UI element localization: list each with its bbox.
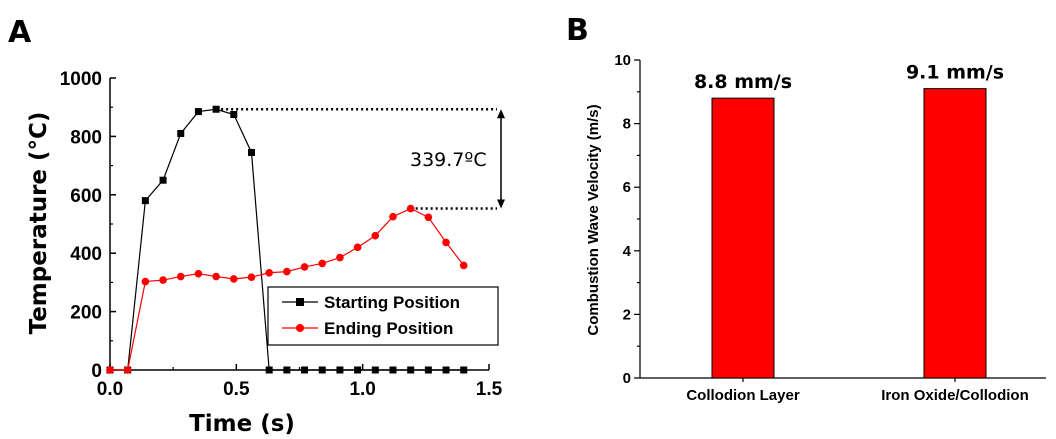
data-point-starting: [460, 366, 468, 374]
data-point-starting: [194, 108, 202, 116]
data-point-ending: [159, 276, 167, 284]
chart-a-x-tick-label: 0.5: [223, 379, 250, 400]
data-point-starting: [318, 366, 326, 374]
data-point-starting: [389, 366, 397, 374]
bar-data-label: 9.1 mm/s: [906, 62, 1004, 84]
chart-b-ticks: 0 2 4 6 8 10 Collodion Layer Iron Oxide/Collodi…: [614, 52, 1028, 404]
data-point-ending: [442, 238, 450, 247]
data-point-starting: [407, 366, 415, 374]
data-point-ending: [318, 259, 327, 268]
panel-a-label: A: [8, 15, 32, 50]
chart-a: 0 200 400 600 800 1000 0.0 0.5 1.0 1.5 Time (s) T…: [26, 69, 505, 437]
chart-a-ticks: 0 200 400 600 800 1000 0.0 0.5 1.0 1.5: [60, 69, 503, 400]
panel-b-label: B: [566, 13, 589, 48]
data-point-ending: [283, 267, 291, 276]
data-point-starting: [371, 366, 379, 374]
data-point-starting: [424, 366, 432, 374]
legend-box: [267, 286, 499, 346]
data-point-ending: [336, 253, 344, 262]
chart-a-y-tick-label: 0: [91, 361, 102, 382]
data-point-ending: [247, 273, 256, 281]
data-point-ending: [300, 263, 309, 271]
data-point-starting: [159, 176, 167, 184]
chart-b: 0 2 4 6 8 10 Collodion Layer Iron Oxide/Collodi…: [585, 52, 1046, 404]
data-point-ending: [176, 272, 185, 281]
legend-entry-ending-position: Ending Position: [324, 319, 453, 338]
data-point-ending: [123, 366, 132, 374]
chart-a-y-tick-label: 800: [70, 127, 102, 148]
chart-b-category-label: Iron Oxide/Collodion: [881, 387, 1029, 404]
data-point-ending: [371, 231, 380, 240]
chart-a-legend: Starting Position Ending Position: [267, 286, 499, 346]
chart-a-x-axis-label: Time (s): [189, 411, 295, 437]
chart-b-bars: 8.8 mm/s 9.1 mm/s: [694, 62, 1004, 379]
chart-b-y-tick-label: 0: [623, 370, 631, 387]
data-point-starting: [442, 366, 450, 374]
legend-swatch-starting-marker: [296, 298, 304, 306]
chart-a-y-tick-label: 200: [70, 303, 102, 324]
data-point-ending: [212, 272, 220, 281]
temperature-difference-label: 339.7ºC: [410, 149, 487, 171]
bar-iron-oxide-collodion: [923, 88, 987, 379]
data-point-starting: [230, 111, 238, 118]
annotation-arrow-head-up: [497, 109, 505, 119]
data-point-starting: [354, 366, 362, 374]
data-point-ending: [459, 261, 468, 270]
data-point-starting: [265, 366, 273, 374]
chart-a-y-tick-label: 400: [70, 244, 102, 265]
data-point-ending: [406, 204, 415, 213]
bar-collodion-layer: [711, 97, 775, 379]
data-point-starting: [336, 366, 344, 374]
chart-b-y-tick-label: 10: [614, 52, 631, 69]
chart-a-y-tick-label: 600: [70, 186, 102, 207]
data-point-starting: [301, 366, 309, 374]
chart-a-x-tick-label: 1.0: [349, 379, 375, 400]
bar-data-label: 8.8 mm/s: [694, 71, 792, 93]
data-point-starting: [247, 148, 255, 156]
annotation-arrow-head-down: [497, 199, 505, 209]
data-point-starting: [283, 366, 291, 374]
chart-a-x-tick-label: 1.5: [476, 379, 503, 400]
chart-a-annotation: [216, 107, 505, 210]
data-point-ending: [424, 213, 433, 222]
chart-b-y-tick-label: 6: [623, 179, 631, 196]
data-point-ending: [141, 277, 150, 286]
data-point-ending: [194, 269, 203, 278]
chart-a-y-axis-label: Temperature (°C): [26, 112, 52, 335]
chart-a-series: [106, 105, 468, 374]
chart-b-y-tick-label: 2: [623, 306, 631, 323]
legend-entry-starting-position: Starting Position: [324, 293, 460, 312]
data-point-starting: [212, 105, 220, 113]
data-point-ending: [389, 212, 397, 221]
data-point-ending: [230, 275, 238, 283]
legend-swatch-ending-marker: [296, 324, 304, 332]
chart-b-y-tick-label: 4: [623, 243, 632, 260]
data-point-ending: [265, 268, 273, 277]
chart-b-y-axis-label: Combustion Wave Velocity (m/s): [585, 104, 602, 335]
data-point-ending: [353, 243, 362, 252]
chart-b-y-tick-label: 8: [623, 116, 631, 133]
chart-b-category-label: Collodion Layer: [686, 387, 800, 404]
chart-a-y-tick-label: 1000: [60, 69, 102, 90]
chart-a-x-tick-label: 0.0: [97, 379, 123, 400]
data-point-starting: [141, 197, 149, 205]
data-point-starting: [177, 129, 185, 137]
data-point-ending: [106, 366, 114, 374]
